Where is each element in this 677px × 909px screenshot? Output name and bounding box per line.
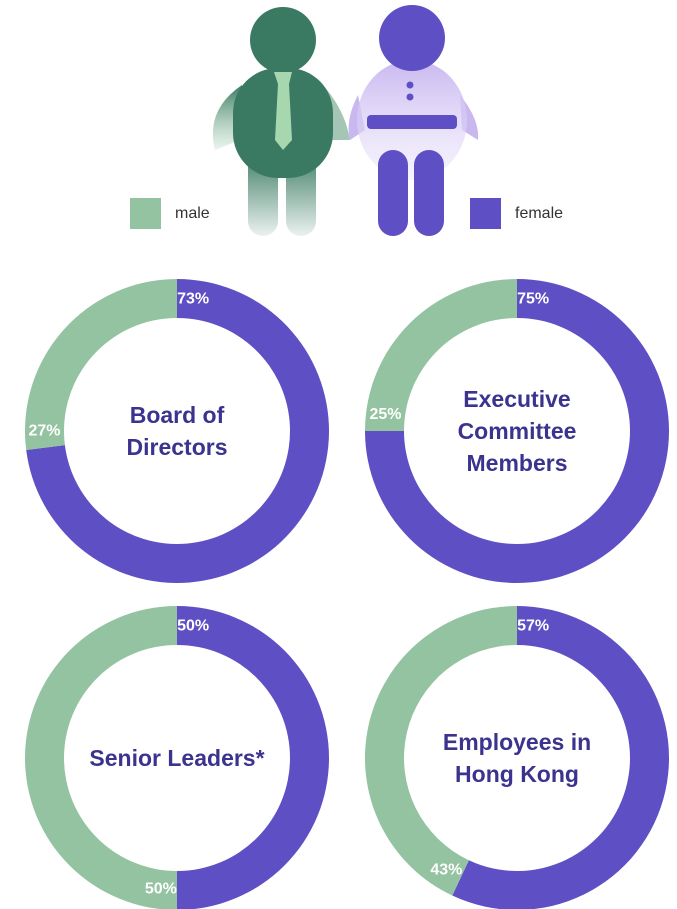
chart-title: Executive Committee Members bbox=[457, 386, 577, 476]
donut-segment bbox=[25, 606, 177, 909]
data-label: 25% bbox=[369, 406, 401, 423]
data-label: 50% bbox=[177, 618, 209, 635]
data-label: 57% bbox=[517, 618, 549, 635]
chart-title: Employees in Hong Kong bbox=[442, 729, 592, 787]
donut-segment bbox=[452, 606, 669, 909]
legend-swatch bbox=[130, 198, 161, 229]
donut-segment bbox=[365, 606, 517, 896]
data-label: 50% bbox=[145, 881, 177, 898]
donut-segment bbox=[177, 606, 329, 909]
data-label: 43% bbox=[430, 861, 462, 878]
figures-illustration bbox=[212, 5, 479, 236]
legend-label: male bbox=[175, 205, 210, 222]
chart-title: Senior Leaders* bbox=[89, 745, 265, 771]
legend-swatch bbox=[470, 198, 501, 229]
legend-label: female bbox=[515, 205, 563, 222]
chart-title: Board of Directors bbox=[126, 402, 228, 460]
donut-segment bbox=[24, 279, 177, 451]
data-label: 75% bbox=[517, 291, 549, 308]
donut-segment bbox=[365, 279, 517, 431]
data-label: 73% bbox=[177, 291, 209, 308]
data-label: 27% bbox=[28, 423, 60, 440]
